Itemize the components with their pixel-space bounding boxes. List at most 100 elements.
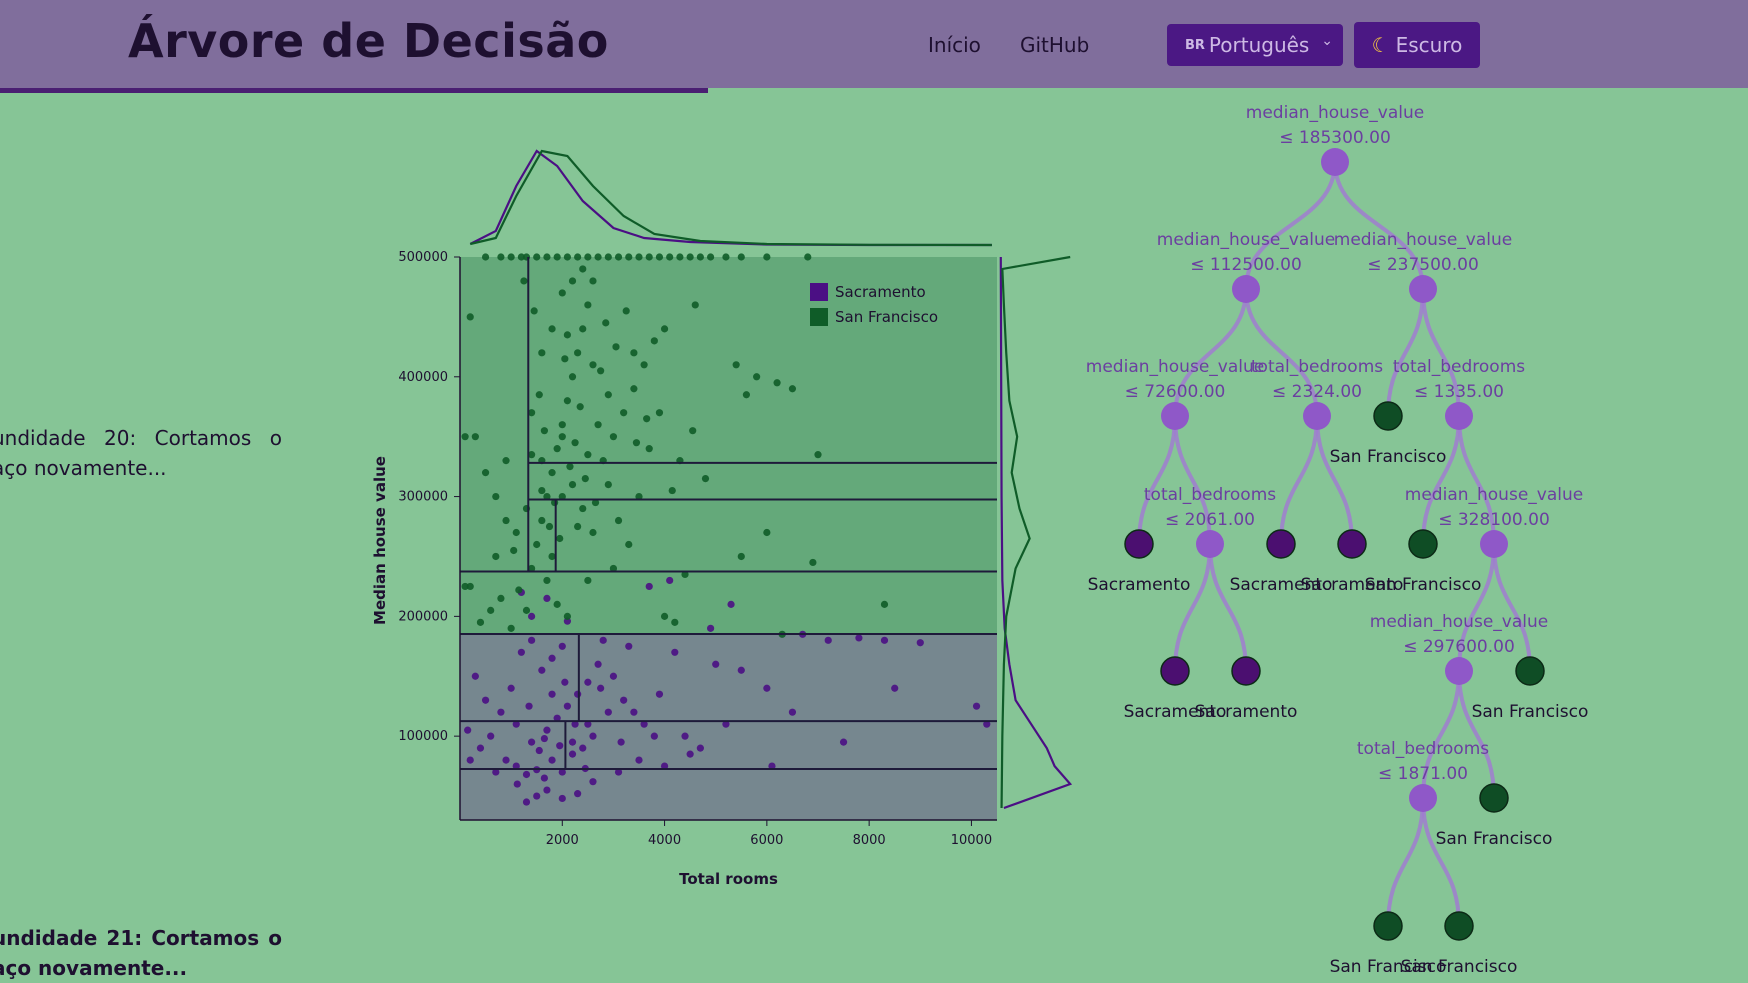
tree-edge (1173, 415, 1212, 545)
data-point (589, 528, 597, 537)
data-point (576, 403, 584, 411)
data-point (466, 313, 474, 321)
data-point (707, 624, 715, 632)
node-threshold-label: ≤ 2061.00 (1165, 510, 1255, 530)
chevron-down-icon: ⌄ (1321, 33, 1333, 49)
x-tick-label: 6000 (750, 833, 783, 848)
data-point (676, 253, 684, 261)
data-point (753, 373, 761, 381)
data-point (604, 708, 612, 716)
data-point (553, 445, 561, 453)
tree-edge (1244, 288, 1319, 417)
legend-label: Sacramento (835, 283, 926, 301)
marginal-y-san-francisco (1000, 255, 1071, 809)
data-point (507, 624, 515, 632)
data-point (972, 702, 981, 710)
leaf-label: Sacramento (1230, 575, 1333, 595)
data-point (563, 253, 572, 261)
data-point (579, 744, 587, 752)
data-point (737, 666, 745, 674)
node-feature-label: total_bedrooms (1393, 357, 1525, 377)
leaf-label: Sacramento (1124, 702, 1227, 722)
data-point (548, 654, 556, 662)
tree-split-node (1321, 148, 1349, 176)
data-point (696, 253, 704, 261)
language-select[interactable]: BR Português ⌄ (1167, 24, 1343, 66)
data-point (548, 325, 556, 333)
data-point (589, 277, 597, 285)
data-point (492, 492, 500, 501)
data-point (625, 642, 633, 650)
data-point (681, 732, 689, 740)
data-point (891, 684, 899, 692)
data-point (880, 636, 889, 644)
data-point (686, 253, 694, 261)
data-point (561, 678, 569, 686)
data-point (809, 558, 817, 567)
data-point (640, 720, 648, 728)
data-point (497, 253, 505, 261)
data-point (533, 253, 541, 261)
data-point (471, 672, 479, 680)
leaf-label: Sacramento (1088, 575, 1191, 595)
data-point (533, 540, 541, 549)
data-point (481, 469, 490, 477)
node-threshold-label: ≤ 112500.00 (1190, 255, 1302, 275)
node-feature-label: median_house_value (1246, 103, 1424, 123)
nav-link-home[interactable]: Início (928, 33, 981, 57)
tree-edge (1421, 288, 1461, 417)
x-axis-label: Total rooms (679, 870, 778, 888)
tree-edge (1333, 161, 1425, 290)
data-point (515, 586, 523, 594)
nav-link-github[interactable]: GitHub (1020, 33, 1090, 57)
data-point (471, 433, 479, 441)
leaf-label: San Francisco (1365, 575, 1482, 595)
data-point (671, 648, 679, 656)
data-point (589, 361, 597, 369)
tree-edge (1279, 415, 1319, 545)
data-point (691, 301, 699, 309)
node-feature-label: median_house_value (1157, 230, 1335, 250)
data-point (528, 451, 536, 459)
data-point (701, 475, 710, 483)
data-point (481, 253, 490, 261)
x-tick-label: 4000 (648, 833, 681, 848)
theme-toggle-button[interactable]: ☾ Escuro (1354, 22, 1480, 68)
data-point (589, 732, 597, 740)
data-point (476, 744, 485, 752)
data-point (461, 582, 469, 591)
data-point (574, 253, 582, 261)
data-point (620, 696, 628, 704)
node-threshold-label: ≤ 297600.00 (1403, 637, 1515, 657)
data-point (660, 325, 669, 333)
tree-leaf-node (1337, 529, 1367, 559)
data-point (625, 540, 633, 549)
data-point (548, 690, 556, 698)
data-point (635, 253, 643, 261)
data-point (622, 307, 630, 315)
legend-swatch (810, 308, 828, 326)
language-label: Português (1208, 33, 1310, 57)
node-feature-label: total_bedrooms (1357, 739, 1489, 759)
data-point (574, 690, 582, 698)
data-point (535, 391, 543, 399)
data-point (558, 492, 566, 501)
data-point (528, 612, 536, 620)
data-point (568, 480, 577, 489)
data-point (528, 409, 536, 417)
data-point (540, 427, 548, 435)
leaf-label: San Francisco (1472, 702, 1589, 722)
data-point (512, 528, 520, 537)
node-feature-label: median_house_value (1405, 485, 1583, 505)
data-point (533, 792, 541, 800)
tree-split-node (1409, 275, 1437, 303)
data-point (581, 475, 589, 483)
theme-label: Escuro (1395, 33, 1463, 57)
data-point (602, 319, 610, 327)
node-threshold-label: ≤ 2324.00 (1272, 382, 1362, 402)
data-point (556, 534, 564, 543)
data-point (609, 564, 618, 573)
data-point (632, 439, 641, 447)
data-point (614, 516, 623, 525)
data-point (566, 463, 574, 471)
